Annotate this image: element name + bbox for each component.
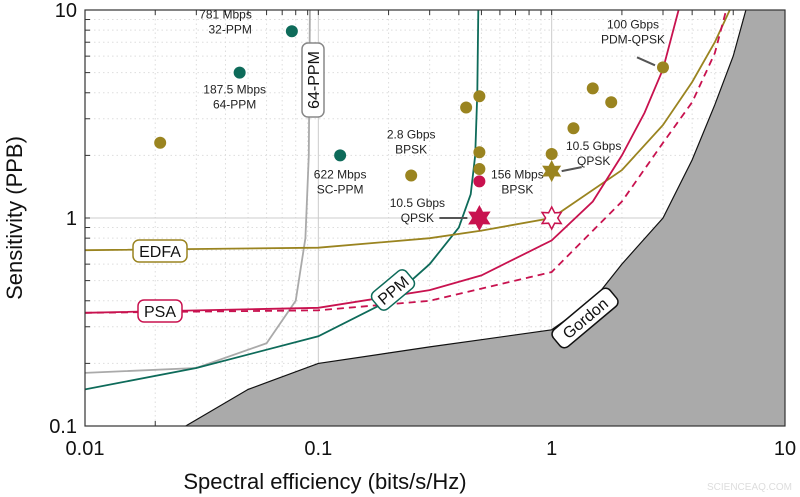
curve-ppm xyxy=(85,10,480,391)
point-annotation: BPSK xyxy=(395,143,427,157)
data-point xyxy=(473,146,486,159)
point-annotation: 622 Mbps xyxy=(314,167,367,181)
point-annotation: 10.5 Gbps xyxy=(390,196,445,210)
data-point xyxy=(405,169,418,182)
label-box xyxy=(370,269,416,311)
y-axis-label: Sensitivity (PPB) xyxy=(2,136,27,300)
y-tick-label: 0.1 xyxy=(49,416,77,438)
data-point xyxy=(473,90,486,103)
x-axis-label: Spectral efficiency (bits/s/Hz) xyxy=(183,469,466,494)
plot-frame xyxy=(84,9,786,427)
point-annotation: 64-PPM xyxy=(213,98,256,112)
point-annotation: 100 Gbps xyxy=(607,17,659,31)
point-annotation: 156 Mbps xyxy=(491,167,544,181)
curve-label-64-ppm: 64-PPM xyxy=(301,42,325,118)
point-annotation: 10.5 Gbps xyxy=(566,139,621,153)
label-text: PSA xyxy=(144,304,176,321)
x-tick-label: 1 xyxy=(546,438,557,460)
data-point xyxy=(567,122,580,135)
label-box xyxy=(132,239,188,263)
point-annotation: 187.5 Mbps xyxy=(203,83,266,97)
data-point xyxy=(334,149,347,162)
data-point-open-star xyxy=(540,205,563,231)
point-annotation: QPSK xyxy=(401,211,434,225)
point-annotation: 781 Mbps xyxy=(199,7,252,21)
curve-edfa xyxy=(85,10,731,252)
annotation-arrow xyxy=(636,56,656,67)
gordon-shaded-region xyxy=(185,10,785,426)
data-point xyxy=(285,25,298,38)
point-annotation: PDM-QPSK xyxy=(601,32,665,46)
data-point xyxy=(586,82,599,95)
x-tick-label: 0.1 xyxy=(304,438,332,460)
data-point xyxy=(545,148,558,161)
curve-64-ppm xyxy=(85,10,311,374)
point-annotation: 32-PPM xyxy=(208,22,251,36)
curve-psa-dashed xyxy=(85,10,728,314)
data-point xyxy=(154,136,167,149)
data-point xyxy=(473,175,486,188)
label-text: 64-PPM xyxy=(306,51,323,109)
data-point-star xyxy=(542,160,562,183)
curve-label-psa: PSA xyxy=(137,299,183,323)
data-point xyxy=(656,61,669,74)
annotation-arrow xyxy=(561,166,582,173)
point-annotation: QPSK xyxy=(577,154,610,168)
label-text: EDFA xyxy=(139,244,181,261)
label-box xyxy=(301,42,325,118)
point-annotation: 2.8 Gbps xyxy=(387,128,436,142)
y-tick-label: 1 xyxy=(66,208,77,230)
data-point xyxy=(233,66,246,79)
point-annotation: BPSK xyxy=(501,182,533,196)
label-box xyxy=(137,299,183,323)
data-point xyxy=(605,96,618,109)
y-tick-label: 10 xyxy=(55,0,77,22)
x-tick-label: 0.01 xyxy=(66,438,105,460)
point-annotation: SC-PPM xyxy=(317,182,364,196)
curve-label-edfa: EDFA xyxy=(132,239,188,263)
label-box xyxy=(551,287,619,349)
data-point-star xyxy=(468,205,491,231)
data-point xyxy=(473,163,486,176)
x-tick-label: 10 xyxy=(774,438,796,460)
data-point xyxy=(460,101,473,114)
watermark: SCIENCEAQ.COM xyxy=(706,482,792,493)
